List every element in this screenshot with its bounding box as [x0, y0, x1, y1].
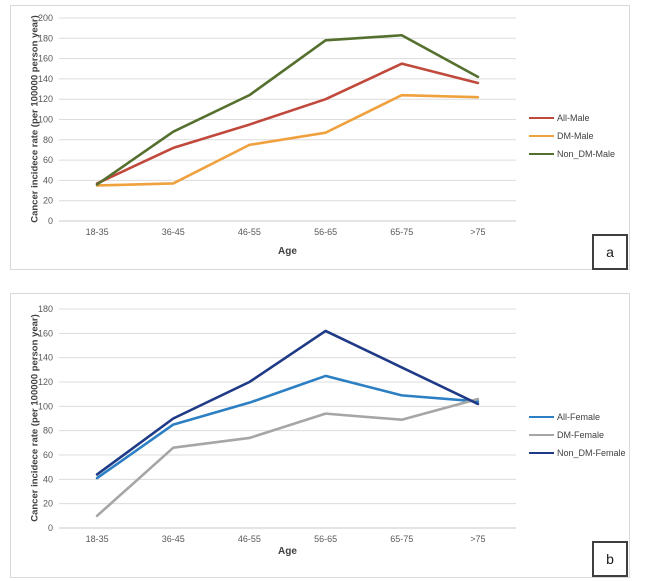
- legend-item-non_dm-male: Non_DM-Male: [529, 149, 615, 159]
- panel-letter-a: a: [606, 244, 614, 260]
- x-category-label: 36-45: [162, 534, 185, 544]
- y-tick-label: 100: [38, 401, 53, 411]
- x-category-label: 56-65: [314, 534, 337, 544]
- x-category-label: 36-45: [162, 227, 185, 237]
- legend-label: DM-Female: [557, 430, 605, 440]
- legend-male: All-Male DM-Male Non_DM-Male: [529, 113, 615, 159]
- x-category-label: 18-35: [86, 534, 109, 544]
- legend-line-swatch: [529, 116, 554, 120]
- panel-letter-box-b: b: [592, 541, 628, 577]
- panel-letter-b: b: [606, 551, 614, 567]
- female-line-chart: 0 20 40 60 80 100 120 140 160 180 18-35 36-45 46-55 5…: [38, 304, 516, 544]
- x-category-label: >75: [470, 534, 485, 544]
- y-tick-label: 140: [38, 353, 53, 363]
- legend-line-swatch: [529, 152, 554, 156]
- y-axis-title: Cancer incidece rate (per 100000 person …: [29, 314, 41, 522]
- y-axis-title: Cancer incidece rate (per 100000 person …: [29, 15, 41, 223]
- y-tick-label: 20: [43, 196, 53, 206]
- y-tick-label: 180: [38, 304, 53, 314]
- legend-line-swatch: [529, 134, 554, 138]
- y-tick-label: 200: [38, 13, 53, 23]
- y-tick-label: 80: [43, 426, 53, 436]
- legend-line-swatch: [529, 451, 554, 455]
- y-tick-label: 120: [38, 377, 53, 387]
- legend-line-swatch: [529, 415, 554, 419]
- y-tick-label: 80: [43, 135, 53, 145]
- legend-item-dm-female: DM-Female: [529, 430, 626, 440]
- y-tick-label: 40: [43, 474, 53, 484]
- legend-item-all-male: All-Male: [529, 113, 615, 123]
- series-line-all-female: [95, 374, 480, 480]
- series-line-all-male: [95, 62, 480, 185]
- y-tick-label: 180: [38, 33, 53, 43]
- panel-letter-box-a: a: [592, 234, 628, 270]
- y-tick-label: 60: [43, 450, 53, 460]
- y-tick-label: 40: [43, 175, 53, 185]
- x-category-label: >75: [470, 227, 485, 237]
- x-category-label: 65-75: [390, 227, 413, 237]
- y-tick-label: 100: [38, 115, 53, 125]
- series-line-non_dm-female: [95, 329, 480, 476]
- legend-item-dm-male: DM-Male: [529, 131, 615, 141]
- legend-item-non_dm-female: Non_DM-Female: [529, 448, 626, 458]
- y-tick-label: 0: [48, 523, 53, 533]
- legend-label: All-Female: [557, 412, 601, 422]
- y-tick-label: 160: [38, 54, 53, 64]
- legend-label: All-Male: [557, 113, 590, 123]
- x-category-label: 18-35: [86, 227, 109, 237]
- y-tick-label: 120: [38, 94, 53, 104]
- x-category-label: 46-55: [238, 227, 261, 237]
- legend-line-swatch: [529, 433, 554, 437]
- male-line-chart: 0 20 40 60 80 100 120 140 160 180 200 18-35 36-45 46-…: [38, 13, 516, 237]
- chart-panel-male: 0 20 40 60 80 100 120 140 160 180 200 18-35 36-45 46-…: [10, 5, 630, 270]
- legend-female: All-Female DM-Female Non_DM-Female: [529, 412, 626, 458]
- x-axis-title: Age: [278, 246, 297, 257]
- y-tick-label: 160: [38, 328, 53, 338]
- chart-panel-female: 0 20 40 60 80 100 120 140 160 180 18-35 36-45 46-55 5…: [10, 293, 630, 578]
- x-category-label: 46-55: [238, 534, 261, 544]
- y-tick-label: 0: [48, 216, 53, 226]
- y-tick-label: 60: [43, 155, 53, 165]
- legend-item-all-female: All-Female: [529, 412, 626, 422]
- x-axis-title: Age: [278, 546, 297, 557]
- x-category-label: 56-65: [314, 227, 337, 237]
- y-tick-label: 20: [43, 499, 53, 509]
- series-line-non_dm-male: [95, 33, 480, 186]
- series-line-dm-female: [95, 397, 480, 518]
- legend-label: DM-Male: [557, 131, 594, 141]
- series-line-dm-male: [95, 93, 480, 187]
- legend-label: Non_DM-Female: [557, 448, 626, 458]
- x-category-label: 65-75: [390, 534, 413, 544]
- y-tick-label: 140: [38, 74, 53, 84]
- legend-label: Non_DM-Male: [557, 149, 616, 159]
